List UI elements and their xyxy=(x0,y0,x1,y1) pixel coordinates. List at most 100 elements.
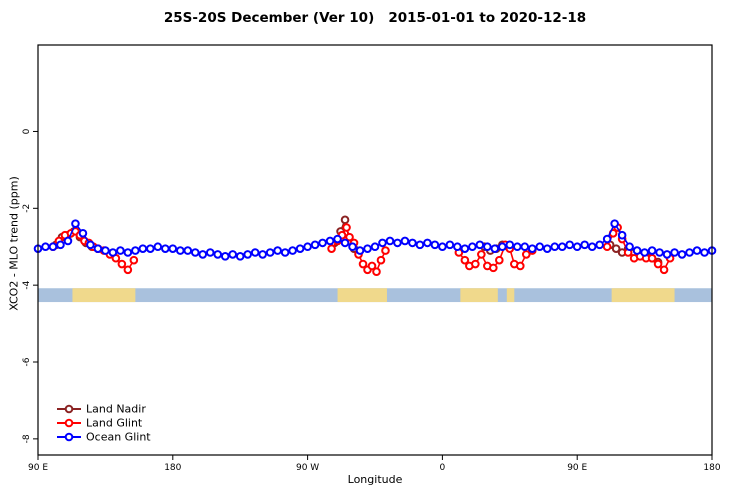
data-point-marker xyxy=(78,228,88,238)
data-point-marker xyxy=(498,242,507,252)
data-point-marker xyxy=(370,242,380,252)
data-point-marker xyxy=(625,242,634,252)
legend-label: Land Glint xyxy=(86,417,143,430)
data-point-marker xyxy=(333,234,342,244)
data-point-marker xyxy=(602,234,612,244)
data-point-marker xyxy=(108,248,118,257)
data-point-marker xyxy=(280,248,290,257)
data-point-marker xyxy=(161,244,170,253)
data-point-marker xyxy=(520,242,530,252)
x-tick-label: 90 W xyxy=(296,463,319,473)
data-point-marker xyxy=(692,246,702,255)
data-point-marker xyxy=(342,223,351,232)
data-point-marker xyxy=(348,242,357,252)
y-tick-label: -6 xyxy=(22,357,32,366)
data-point-marker xyxy=(168,244,178,253)
data-point-marker xyxy=(198,250,208,259)
data-point-marker xyxy=(345,232,354,242)
data-point-marker xyxy=(393,238,402,248)
chart-title: 25S-20S December (Ver 10) 2015-01-01 to … xyxy=(163,10,587,26)
data-point-marker xyxy=(423,238,432,248)
legend-label: Land Nadir xyxy=(86,403,146,416)
data-point-marker xyxy=(129,255,139,265)
land-patch xyxy=(611,288,675,303)
data-point-marker xyxy=(138,244,148,253)
data-point-marker xyxy=(483,242,492,252)
data-point-marker xyxy=(521,250,531,259)
data-point-marker xyxy=(670,248,679,257)
data-point-marker xyxy=(580,240,589,250)
data-point-marker xyxy=(505,240,515,250)
legend-label: Ocean Glint xyxy=(86,431,151,444)
data-point-marker xyxy=(460,255,470,265)
data-point-marker xyxy=(86,240,95,250)
data-point-marker xyxy=(101,246,110,255)
data-point-marker xyxy=(471,259,480,269)
data-point-marker xyxy=(250,248,260,257)
data-point-marker xyxy=(527,244,537,253)
data-point-marker xyxy=(685,248,694,257)
data-point-marker xyxy=(662,250,672,259)
data-point-marker xyxy=(677,250,687,259)
y-tick-label: -4 xyxy=(22,280,32,289)
data-point-marker xyxy=(355,246,365,255)
data-point-marker xyxy=(303,242,312,252)
data-point-marker xyxy=(376,255,386,265)
data-point-marker xyxy=(655,248,664,257)
data-point-marker xyxy=(572,242,582,252)
data-point-marker xyxy=(610,219,619,228)
data-point-marker xyxy=(445,240,455,250)
data-point-marker xyxy=(557,242,567,252)
data-point-marker xyxy=(63,236,73,246)
y-tick-label: -8 xyxy=(22,434,32,443)
data-point-marker xyxy=(415,240,425,250)
data-point-marker xyxy=(71,219,80,228)
data-point-marker xyxy=(595,240,604,250)
data-point-marker xyxy=(41,242,50,252)
data-point-marker xyxy=(116,246,125,255)
data-point-marker xyxy=(183,246,193,255)
data-point-marker xyxy=(611,244,621,253)
data-point-marker xyxy=(56,240,65,250)
data-point-marker xyxy=(647,253,657,263)
data-point-marker xyxy=(310,240,320,250)
data-point-marker xyxy=(220,252,230,261)
data-point-marker xyxy=(93,244,103,253)
data-point-marker xyxy=(327,244,336,253)
data-point-marker xyxy=(228,250,238,259)
data-point-marker xyxy=(489,263,498,273)
data-point-marker xyxy=(372,267,381,277)
data-point-marker xyxy=(117,259,127,269)
data-point-marker xyxy=(205,248,215,257)
data-point-marker xyxy=(640,248,649,257)
data-point-marker xyxy=(340,215,350,225)
plot-border xyxy=(37,44,713,456)
data-point-marker xyxy=(550,242,560,252)
x-tick-label: 180 xyxy=(164,463,181,473)
land-patch xyxy=(72,288,136,303)
data-point-marker xyxy=(153,242,163,252)
data-point-marker xyxy=(475,240,485,250)
data-point-marker xyxy=(438,242,447,252)
data-point-marker xyxy=(400,236,410,246)
legend-marker xyxy=(64,432,74,442)
data-point-marker xyxy=(632,246,642,255)
legend-marker xyxy=(64,404,74,414)
data-point-marker xyxy=(515,261,525,271)
data-point-marker xyxy=(602,242,612,252)
data-point-marker xyxy=(542,244,552,253)
data-point-marker xyxy=(495,255,504,265)
land-patch xyxy=(460,288,498,303)
data-point-marker xyxy=(653,259,663,269)
data-point-marker xyxy=(131,246,140,255)
data-point-marker xyxy=(288,246,297,255)
data-point-marker xyxy=(647,246,657,255)
y-tick-label: 0 xyxy=(22,128,32,134)
data-point-marker xyxy=(385,236,395,246)
data-point-marker xyxy=(190,248,200,257)
data-point-marker xyxy=(363,244,372,253)
y-tick-label: -2 xyxy=(22,204,32,213)
x-tick-label: 180 xyxy=(703,463,720,473)
